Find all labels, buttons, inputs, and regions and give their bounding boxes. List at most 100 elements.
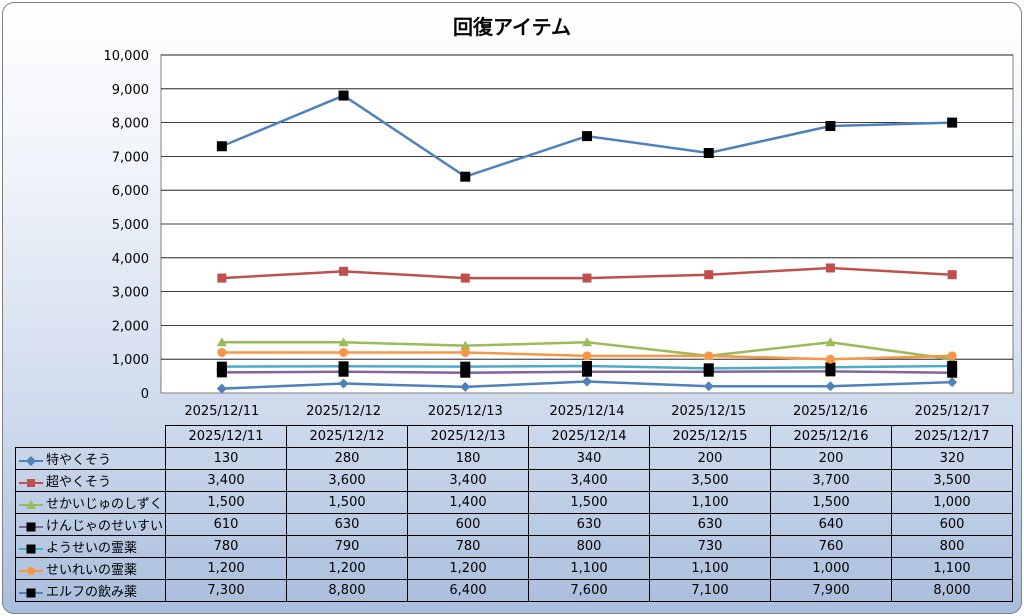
data-point (704, 270, 714, 280)
table-cell: 3,600 (286, 469, 408, 492)
table-column-header: 2025/12/12 (286, 425, 408, 448)
data-point (825, 362, 836, 373)
x-tick-label: 2025/12/13 (428, 404, 503, 419)
data-point (825, 381, 836, 392)
table-cell: 760 (770, 535, 892, 558)
data-point (704, 351, 714, 361)
table-row: けんじゃのせいすい 610 630 600 630 630 640 600 (15, 513, 1013, 536)
data-table: 2025/12/11 2025/12/12 2025/12/13 2025/12/14… (15, 425, 1013, 602)
y-tick-label: 0 (141, 387, 149, 402)
table-cell: 3,400 (165, 469, 287, 492)
data-point (460, 340, 471, 350)
series-name-cell: せかいじゅのしずく (15, 491, 166, 514)
table-cell: 790 (286, 535, 408, 558)
table-row: せかいじゅのしずく 1,500 1,500 1,400 1,500 1,100 1,500 1… (15, 491, 1013, 514)
series-name-cell: 特やくそう (15, 447, 166, 470)
data-point (947, 360, 958, 371)
y-tick-label: 5,000 (112, 218, 149, 233)
table-cell: 1,500 (770, 491, 892, 514)
table-cell: 1,000 (891, 491, 1013, 514)
table-column-header: 2025/12/14 (528, 425, 650, 448)
table-cell: 1,200 (407, 557, 529, 580)
x-tick-label: 2025/12/15 (671, 404, 746, 419)
table-cell: 200 (649, 447, 771, 470)
table-row: 超やくそう 3,400 3,600 3,400 3,400 3,500 3,700 3,500 (15, 469, 1013, 492)
table-row: エルフの飲み薬 7,300 8,800 6,400 7,600 7,100 7,900 8,0… (15, 579, 1013, 602)
chart-title: 回復アイテム (453, 15, 571, 39)
data-point (825, 354, 835, 364)
data-point (460, 171, 471, 182)
table-cell: 6,400 (407, 579, 529, 602)
table-cell: 1,100 (528, 557, 650, 580)
data-point (338, 337, 349, 347)
data-point (825, 337, 836, 347)
series-name: せかいじゅのしずく (46, 497, 163, 512)
series-name: ようせいの霊薬 (46, 541, 138, 556)
data-point (582, 351, 592, 361)
data-point (216, 141, 227, 152)
table-cell: 1,400 (407, 491, 529, 514)
table-cell: 610 (165, 513, 287, 536)
y-tick-label: 3,000 (112, 286, 149, 301)
series-name: 超やくそう (46, 475, 112, 490)
legend-key (19, 588, 43, 597)
series-name: けんじゃのせいすい (46, 519, 164, 534)
legend-key (19, 478, 43, 487)
table-cell: 130 (165, 447, 287, 470)
data-point (947, 117, 958, 128)
data-point (703, 148, 714, 159)
data-point (339, 266, 349, 276)
table-cell: 3,500 (649, 469, 771, 492)
data-point (216, 383, 227, 394)
y-tick-label: 6,000 (112, 184, 149, 199)
table-column-header: 2025/12/17 (891, 425, 1013, 448)
data-point (947, 377, 958, 388)
table-cell: 1,500 (286, 491, 408, 514)
legend-key (19, 499, 43, 509)
data-point (460, 367, 471, 378)
table-cell: 3,400 (407, 469, 529, 492)
data-point (460, 381, 471, 392)
data-point (582, 366, 592, 377)
table-column-header: 2025/12/15 (649, 425, 771, 448)
data-point (582, 131, 592, 142)
table-cell: 730 (649, 535, 771, 558)
data-point (216, 361, 227, 372)
data-point (582, 376, 592, 387)
table-row: せいれいの霊薬 1,200 1,200 1,200 1,100 1,100 1,000 1,1… (15, 557, 1013, 580)
y-tick-label: 2,000 (112, 319, 149, 334)
table-cell: 800 (891, 535, 1013, 558)
data-point (460, 273, 470, 283)
table-cell: 1,100 (649, 491, 771, 514)
table-cell: 1,500 (165, 491, 287, 514)
table-cell: 630 (286, 513, 408, 536)
data-point (825, 120, 836, 131)
data-point (703, 363, 714, 374)
series-name: 特やくそう (46, 453, 112, 468)
data-point (338, 361, 349, 372)
series-name-cell: エルフの飲み薬 (15, 579, 166, 602)
table-cell: 1,200 (165, 557, 287, 580)
table-cell: 800 (528, 535, 650, 558)
series-name-cell: せいれいの霊薬 (15, 557, 166, 580)
data-point (460, 347, 470, 357)
table-cell: 630 (649, 513, 771, 536)
series-name-cell: けんじゃのせいすい (15, 513, 166, 536)
data-point (703, 381, 714, 392)
table-cell: 280 (286, 447, 408, 470)
table-cell: 1,100 (649, 557, 771, 580)
table-cell: 600 (891, 513, 1013, 536)
table-cell: 7,300 (165, 579, 287, 602)
table-cell: 780 (165, 535, 287, 558)
data-point (338, 90, 349, 101)
data-point (825, 263, 835, 273)
table-cell: 1,100 (891, 557, 1013, 580)
data-point (338, 366, 349, 377)
table-row: ようせいの霊薬 780 790 780 800 730 760 800 (15, 535, 1013, 558)
data-point (582, 360, 592, 371)
series-name-cell: ようせいの霊薬 (15, 535, 166, 558)
series-name: せいれいの霊薬 (46, 563, 138, 578)
legend-key (19, 455, 43, 466)
data-point (947, 270, 957, 280)
table-header-row: 2025/12/11 2025/12/12 2025/12/13 2025/12/14… (15, 425, 1013, 448)
